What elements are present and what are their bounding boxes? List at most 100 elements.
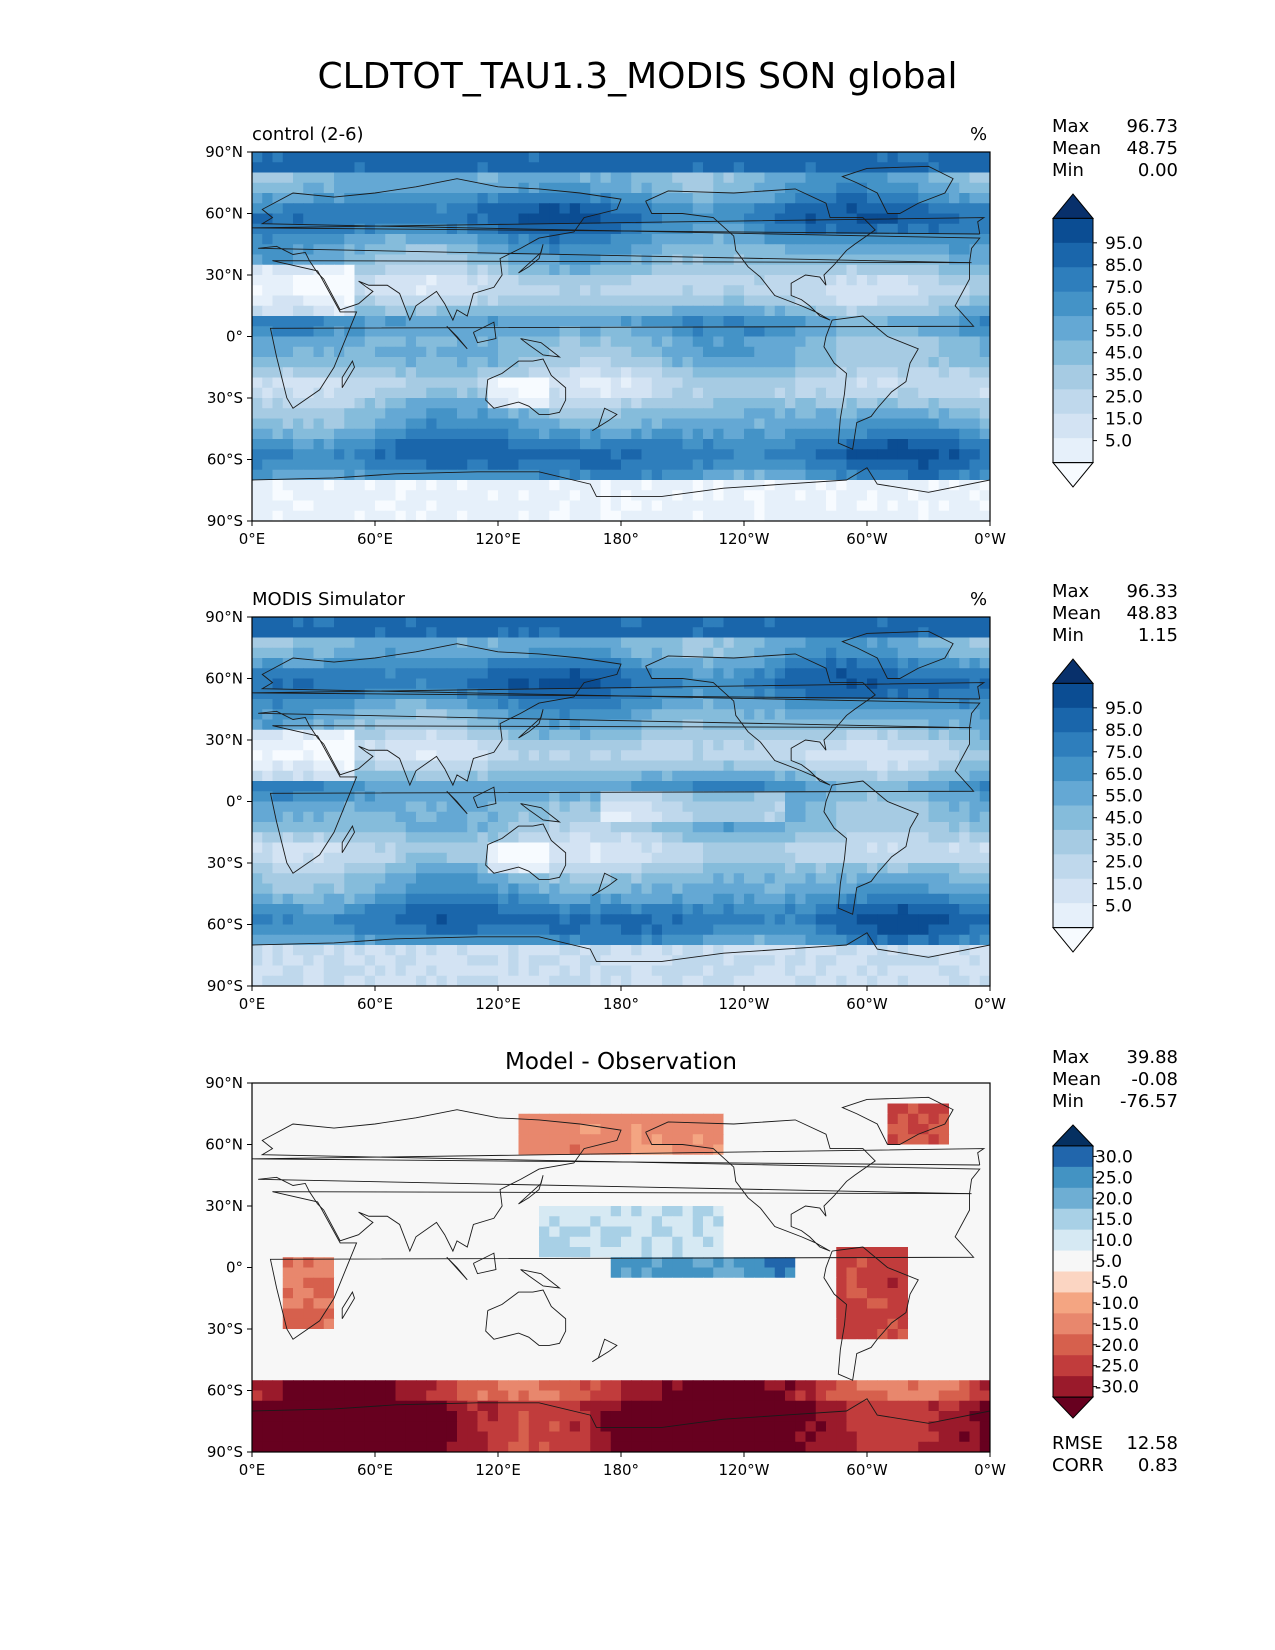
field-cell: [344, 234, 356, 245]
field-cell: [303, 500, 315, 512]
field-cell: [867, 719, 878, 731]
field-cell: [631, 688, 643, 700]
field-cell: [416, 234, 427, 245]
field-cell: [436, 357, 448, 368]
field-cell: [836, 285, 848, 297]
field-cell: [703, 367, 714, 379]
field-cell: [682, 729, 694, 741]
field-cell: [733, 234, 745, 245]
field-cell: [918, 699, 930, 710]
field-cell: [539, 934, 550, 946]
field-cell: [528, 244, 540, 256]
field-cell: [528, 791, 540, 803]
field-cell: [344, 254, 356, 266]
field-cell: [938, 285, 950, 297]
field-cell: [590, 750, 602, 762]
field-cell: [580, 398, 591, 409]
field-cell: [867, 305, 878, 317]
field-cell: [887, 264, 899, 276]
field-cell: [928, 699, 940, 710]
field-cell: [539, 336, 550, 348]
field-cell: [293, 719, 304, 731]
field-cell: [426, 295, 438, 307]
field-cell: [590, 822, 602, 833]
field-cell: [569, 357, 581, 368]
field-cell: [334, 904, 345, 915]
field-cell: [498, 822, 509, 833]
field-cell: [303, 172, 315, 184]
field-cell: [590, 295, 602, 307]
field-cell: [836, 480, 848, 491]
field-cell: [774, 914, 786, 926]
field-cell: [518, 760, 530, 772]
field-cell: [436, 637, 448, 649]
field-cell: [487, 418, 499, 430]
field-cell: [457, 729, 468, 741]
field-cell: [795, 760, 807, 772]
field-cell: [692, 617, 704, 628]
field-cell: [313, 842, 325, 854]
field-cell: [621, 934, 632, 946]
field-cell: [959, 627, 971, 639]
field-cell: [487, 801, 499, 813]
field-cell: [785, 305, 796, 317]
field-cell: [621, 316, 632, 327]
field-cell: [610, 275, 622, 286]
field-cell: [426, 791, 438, 803]
field-cell: [498, 904, 509, 915]
field-cell: [385, 439, 397, 450]
field-cell: [477, 934, 489, 946]
field-cell: [785, 699, 796, 710]
field-cell: [457, 832, 468, 844]
field-cell: [375, 668, 386, 680]
field-cell: [651, 449, 663, 461]
field-cell: [867, 316, 878, 327]
field-cell: [631, 264, 643, 276]
field-cell: [754, 203, 766, 215]
field-cell: [969, 740, 981, 751]
field-cell: [938, 459, 950, 471]
field-cell: [774, 152, 786, 163]
field-cell: [764, 904, 776, 915]
coastline: [252, 217, 986, 235]
field-cell: [959, 398, 971, 409]
field-cell: [487, 398, 499, 409]
field-cell: [713, 336, 725, 348]
field-cell: [364, 637, 376, 649]
field-cell: [846, 678, 858, 690]
field-cell: [323, 934, 335, 946]
field-cell: [897, 346, 909, 358]
field-cell: [518, 398, 530, 409]
field-cell: [569, 500, 581, 512]
field-cell: [826, 658, 837, 669]
field-cell: [949, 924, 960, 936]
field-cell: [293, 305, 304, 317]
field-cell: [436, 244, 448, 256]
field-cell: [262, 842, 274, 854]
field-cell: [282, 480, 294, 491]
field-cell: [426, 357, 438, 368]
field-cell: [949, 627, 960, 639]
field-cell: [754, 904, 766, 915]
field-cell: [713, 295, 725, 307]
field-cell: [334, 326, 345, 338]
field-cell: [949, 326, 960, 338]
field-cell: [805, 367, 817, 379]
field-cell: [559, 688, 571, 700]
field-cell: [949, 678, 960, 690]
field-cell: [877, 729, 889, 741]
field-cell: [713, 234, 725, 245]
field-cell: [467, 658, 479, 669]
field-cell: [313, 162, 325, 174]
field-cell: [682, 904, 694, 915]
field-cell: [836, 822, 848, 833]
field-cell: [631, 223, 643, 235]
field-cell: [416, 852, 427, 864]
field-cell: [631, 658, 643, 669]
field-cell: [508, 316, 520, 327]
field-cell: [416, 678, 427, 690]
field-cell: [416, 709, 427, 721]
field-cell: [313, 658, 325, 669]
field-cell: [846, 357, 858, 368]
field-cell: [498, 275, 509, 286]
